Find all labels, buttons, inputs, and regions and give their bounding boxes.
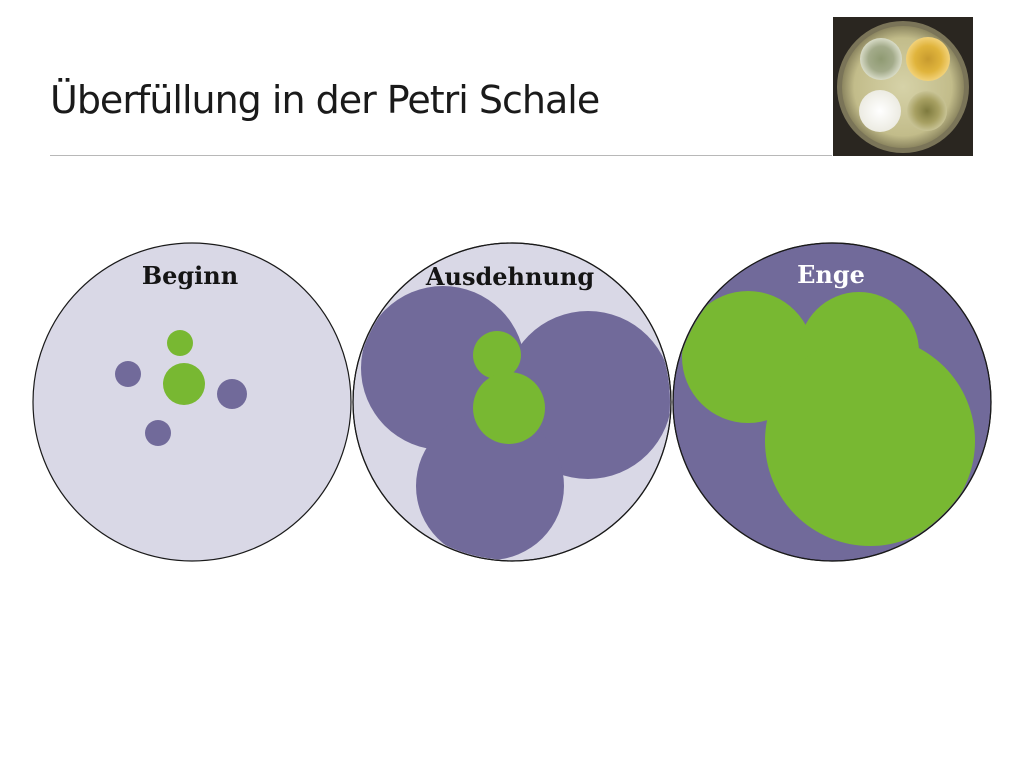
green-colony [765,336,975,546]
purple-colony [504,311,670,479]
purple-colony [416,412,564,560]
dish-ausdehnung: Ausdehnung [352,242,672,562]
purple-colony [217,379,247,409]
dish-label-beginn: Beginn [142,261,238,290]
photo-colony-white [859,90,901,132]
photo-colony-olive [907,91,947,131]
photo-colony-grey [860,38,902,80]
dish-label-ausdehnung: Ausdehnung [425,262,594,291]
green-colony [163,363,205,405]
dish-beginn: Beginn [32,242,352,562]
green-colony [167,330,193,356]
purple-colony [115,361,141,387]
dish-enge: Enge [672,242,992,562]
petri-dish-photo [833,17,973,156]
green-colony [473,331,521,379]
green-colony [473,372,545,444]
slide-title: Überfüllung in der Petri Schale [50,78,600,122]
purple-colony [145,420,171,446]
photo-colony-yellow [906,37,950,81]
dish-label-enge: Enge [797,260,865,289]
title-divider [50,155,832,156]
